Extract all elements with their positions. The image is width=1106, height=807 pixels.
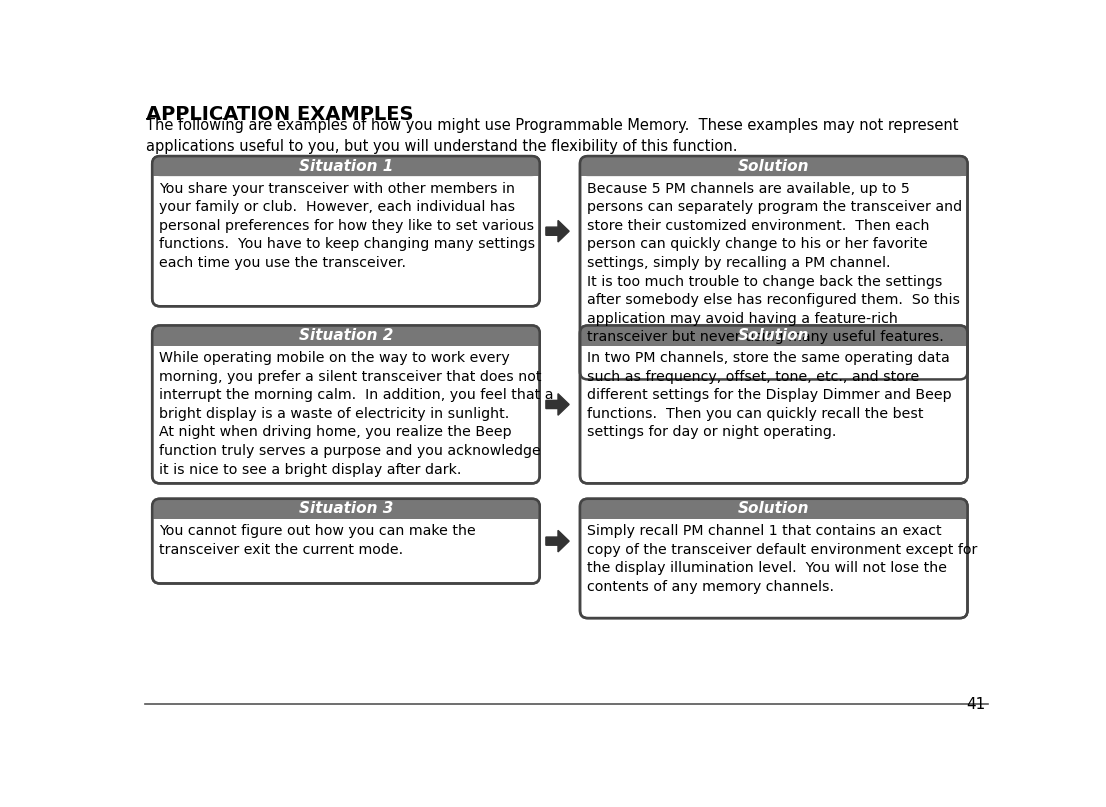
FancyBboxPatch shape (580, 325, 968, 483)
Bar (153, 165, 540, 176)
Text: Situation 3: Situation 3 (299, 501, 393, 516)
Polygon shape (546, 530, 570, 552)
Bar (580, 508, 968, 519)
FancyBboxPatch shape (153, 499, 540, 583)
FancyBboxPatch shape (580, 499, 968, 519)
Text: Situation 2: Situation 2 (299, 328, 393, 343)
Text: In two PM channels, store the same operating data
such as frequency, offset, ton: In two PM channels, store the same opera… (587, 351, 951, 440)
FancyBboxPatch shape (153, 325, 540, 483)
Text: 41: 41 (966, 697, 985, 712)
Text: While operating mobile on the way to work every
morning, you prefer a silent tra: While operating mobile on the way to wor… (159, 351, 554, 477)
Text: Simply recall PM channel 1 that contains an exact
copy of the transceiver defaul: Simply recall PM channel 1 that contains… (587, 525, 978, 594)
FancyBboxPatch shape (580, 156, 968, 379)
Text: Solution: Solution (738, 159, 810, 174)
FancyBboxPatch shape (153, 325, 540, 345)
Text: The following are examples of how you might use Programmable Memory.  These exam: The following are examples of how you mi… (146, 119, 959, 154)
Bar (580, 335, 968, 345)
FancyBboxPatch shape (580, 156, 968, 176)
Polygon shape (546, 394, 570, 416)
Text: Because 5 PM channels are available, up to 5
persons can separately program the : Because 5 PM channels are available, up … (587, 182, 962, 345)
FancyBboxPatch shape (153, 156, 540, 307)
Bar (153, 508, 540, 519)
FancyBboxPatch shape (153, 156, 540, 176)
Bar (153, 335, 540, 345)
Polygon shape (546, 220, 570, 242)
FancyBboxPatch shape (153, 499, 540, 519)
Text: You share your transceiver with other members in
your family or club.  However, : You share your transceiver with other me… (159, 182, 535, 270)
Text: Solution: Solution (738, 501, 810, 516)
Text: Situation 1: Situation 1 (299, 159, 393, 174)
Text: APPLICATION EXAMPLES: APPLICATION EXAMPLES (146, 105, 414, 123)
FancyBboxPatch shape (580, 325, 968, 345)
Text: You cannot figure out how you can make the
transceiver exit the current mode.: You cannot figure out how you can make t… (159, 525, 476, 557)
Text: Solution: Solution (738, 328, 810, 343)
Bar (580, 165, 968, 176)
FancyBboxPatch shape (580, 499, 968, 618)
